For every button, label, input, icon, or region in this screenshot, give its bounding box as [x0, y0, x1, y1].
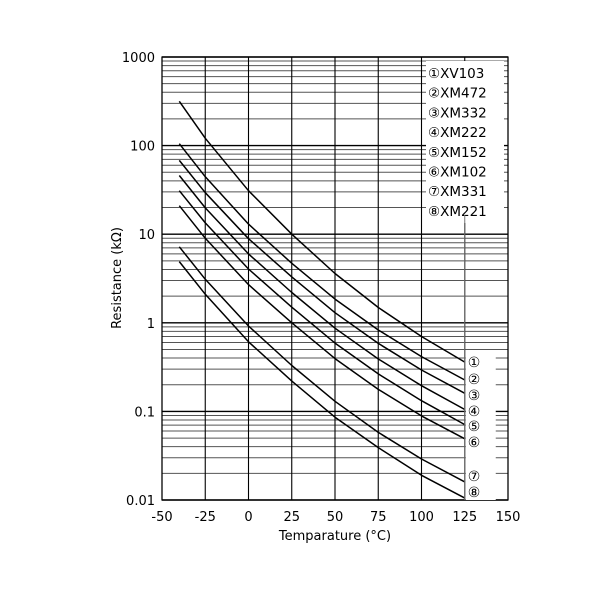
x-tick-label: 0	[244, 510, 252, 525]
y-tick-label: 100	[130, 140, 155, 155]
y-tick-label: 10	[138, 228, 155, 243]
curves	[178, 100, 466, 499]
legend-entry-xm331: ⑦XM331	[428, 184, 487, 200]
curve-xm331	[178, 246, 466, 483]
curve-xv103	[178, 100, 466, 363]
legend-entry-xm472: ②XM472	[428, 86, 487, 102]
curve-xm332	[178, 159, 466, 394]
x-tick-label: 100	[409, 510, 434, 525]
x-tick-label: -25	[195, 510, 216, 525]
plot-frame	[161, 56, 509, 501]
x-tick-label: 150	[496, 510, 521, 525]
legend-entry-xm332: ③XM332	[428, 105, 487, 121]
legend-entry-xm222: ④XM222	[428, 125, 487, 141]
curve-xm152	[178, 190, 466, 426]
x-tick-label: 50	[327, 510, 344, 525]
end-label-background	[465, 352, 496, 500]
legend-background	[426, 61, 504, 223]
x-axis-title: Temparature (°C)	[278, 529, 391, 544]
tick-labels: -50 -25 0 25 50 75 100 125 150 0.01 0.1 1 10 100 1000	[122, 51, 521, 525]
curve-xm222	[178, 175, 466, 411]
y-tick-label: 1000	[122, 51, 155, 66]
legend: ①XV103 ②XM472 ③XM332 ④XM222 ⑤XM152 ⑥XM102 ⑦XM3…	[426, 61, 504, 223]
y-tick-label: 1	[147, 317, 155, 332]
x-tick-label: 75	[370, 510, 387, 525]
legend-entry-xv103: ①XV103	[428, 66, 484, 82]
curve-xm221	[178, 261, 466, 499]
end-label-4: ④	[468, 404, 481, 420]
end-label-1: ①	[468, 355, 481, 371]
x-tick-label: -50	[151, 510, 172, 525]
legend-entry-xm102: ⑥XM102	[428, 165, 487, 181]
end-label-3: ③	[468, 388, 481, 404]
legend-entry-xm221: ⑧XM221	[428, 204, 487, 220]
y-axis-title: Resistance (kΩ)	[110, 227, 125, 329]
legend-entry-xm152: ⑤XM152	[428, 145, 487, 161]
end-label-6: ⑥	[468, 435, 481, 451]
curve-xm102	[178, 205, 466, 440]
end-label-2: ②	[468, 372, 481, 388]
y-tick-label: 0.1	[134, 405, 155, 420]
x-tick-label: 125	[452, 510, 477, 525]
end-label-7: ⑦	[468, 469, 481, 485]
end-label-8: ⑧	[468, 485, 481, 501]
end-label-5: ⑤	[468, 419, 481, 435]
curve-xm472	[178, 143, 466, 381]
x-tick-label: 25	[283, 510, 300, 525]
y-tick-label: 0.01	[126, 494, 155, 509]
